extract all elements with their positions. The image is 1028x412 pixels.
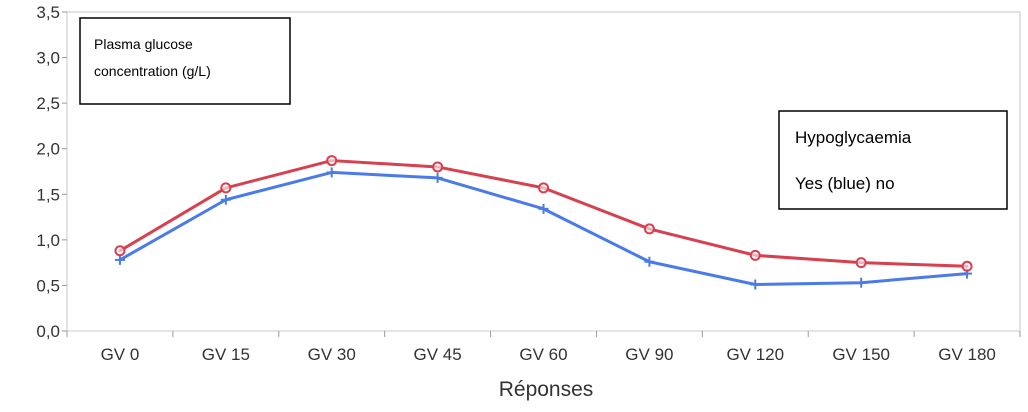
data-point — [220, 182, 232, 194]
x-tick-label: GV 0 — [101, 345, 140, 364]
y-tick-label: 2,0 — [36, 140, 60, 159]
data-point — [432, 161, 444, 173]
plot-border — [66, 11, 1021, 332]
series-layer — [114, 155, 973, 290]
annotation-right-box: Hypoglycaemia Yes (blue) no — [778, 110, 1008, 210]
data-point — [856, 277, 867, 288]
annotation-left-line2: concentration (g/L) — [94, 63, 211, 79]
data-point — [538, 182, 549, 194]
x-tick-label: GV 180 — [938, 345, 996, 364]
data-point — [750, 279, 761, 290]
x-axis: GV 0 GV 15 GV 30 GV 45 GV 60 GV 90 GV 120 GV 15… — [66, 331, 1021, 364]
y-tick-label: 2,5 — [36, 94, 60, 113]
annotation-left-box: Plasma glucose concentration (g/L) — [79, 17, 291, 105]
x-tick-label: GV 90 — [625, 345, 673, 364]
x-tick-label: GV 15 — [202, 345, 250, 364]
x-tick-label: GV 150 — [832, 345, 890, 364]
annotation-right-line1: Hypoglycaemia — [795, 128, 912, 147]
data-point — [432, 172, 443, 183]
data-point — [114, 254, 125, 265]
data-point — [644, 256, 655, 267]
y-tick-label: 0,5 — [36, 276, 60, 295]
series-1 — [114, 167, 973, 290]
data-point — [326, 155, 338, 167]
annotation-right-line2: Yes (blue) no — [795, 174, 895, 193]
series-2 — [114, 155, 973, 272]
x-tick-label: GV 120 — [726, 345, 784, 364]
x-tick-label: GV 60 — [519, 345, 567, 364]
data-point — [855, 257, 867, 269]
y-tick-label: 3,0 — [36, 49, 60, 68]
data-point — [538, 203, 549, 214]
y-tick-label: 0,0 — [36, 322, 60, 341]
plot-frame — [66, 11, 1021, 332]
data-point — [961, 260, 973, 272]
data-point — [220, 194, 231, 205]
data-point — [643, 223, 655, 235]
x-axis-title: Réponses — [499, 378, 594, 401]
data-point — [749, 249, 761, 261]
data-point — [114, 245, 126, 257]
annotation-left-line1: Plasma glucose — [94, 36, 193, 52]
y-tick-label: 3,5 — [36, 3, 60, 22]
data-point — [326, 167, 337, 178]
y-tick-label: 1,5 — [36, 185, 60, 204]
x-tick-label: GV 45 — [414, 345, 462, 364]
x-tick-label: GV 30 — [308, 345, 356, 364]
y-axis: 0,0 0,5 1,0 1,5 2,0 2,5 3,0 3,5 — [36, 3, 67, 341]
y-tick-label: 1,0 — [36, 231, 60, 250]
